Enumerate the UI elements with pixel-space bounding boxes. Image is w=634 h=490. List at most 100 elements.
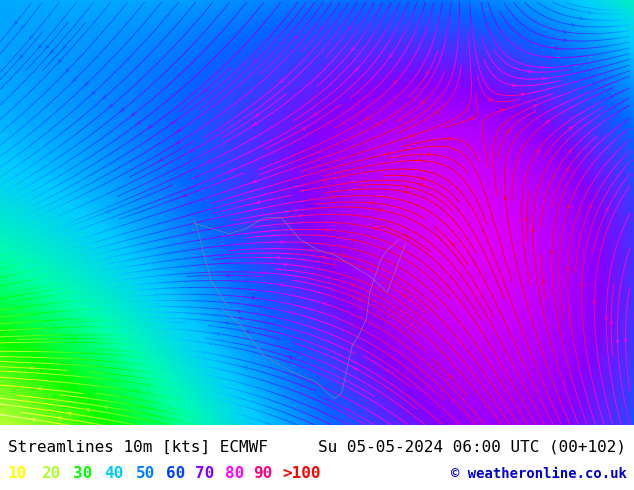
FancyArrowPatch shape [290,312,294,315]
FancyArrowPatch shape [470,117,474,119]
Text: 30: 30 [73,466,92,481]
FancyArrowPatch shape [370,201,373,204]
FancyArrowPatch shape [72,337,75,340]
Text: Streamlines 10m [kts] ECMWF: Streamlines 10m [kts] ECMWF [8,440,268,454]
FancyArrowPatch shape [222,415,225,417]
FancyArrowPatch shape [39,388,41,390]
FancyArrowPatch shape [105,210,109,213]
FancyArrowPatch shape [85,82,88,86]
FancyArrowPatch shape [280,79,284,82]
FancyArrowPatch shape [323,178,326,181]
FancyArrowPatch shape [500,110,503,112]
FancyArrowPatch shape [176,141,180,144]
FancyArrowPatch shape [526,217,528,221]
FancyArrowPatch shape [20,55,23,58]
FancyArrowPatch shape [567,266,569,270]
FancyArrowPatch shape [58,59,61,63]
FancyArrowPatch shape [147,384,150,387]
FancyArrowPatch shape [226,274,229,277]
FancyArrowPatch shape [138,121,141,124]
Text: 90: 90 [254,466,273,481]
FancyArrowPatch shape [351,239,354,242]
FancyArrowPatch shape [404,186,408,188]
FancyArrowPatch shape [50,50,54,53]
FancyArrowPatch shape [346,409,349,412]
FancyArrowPatch shape [411,134,414,137]
FancyArrowPatch shape [551,249,553,253]
FancyArrowPatch shape [323,303,327,306]
FancyArrowPatch shape [251,296,254,299]
FancyArrowPatch shape [230,169,233,171]
FancyArrowPatch shape [126,396,129,399]
FancyArrowPatch shape [216,333,219,335]
FancyArrowPatch shape [331,196,333,198]
FancyArrowPatch shape [254,59,257,63]
FancyArrowPatch shape [420,184,423,186]
FancyArrowPatch shape [421,177,425,180]
FancyArrowPatch shape [417,159,420,162]
FancyArrowPatch shape [566,168,569,171]
FancyArrowPatch shape [204,89,207,92]
FancyArrowPatch shape [181,369,184,372]
FancyArrowPatch shape [605,207,608,211]
FancyArrowPatch shape [568,149,572,153]
FancyArrowPatch shape [257,201,260,203]
FancyArrowPatch shape [68,412,71,415]
FancyArrowPatch shape [359,299,362,301]
Text: 40: 40 [105,466,124,481]
FancyArrowPatch shape [342,254,345,257]
FancyArrowPatch shape [91,91,95,95]
FancyArrowPatch shape [177,129,181,132]
FancyArrowPatch shape [256,114,259,117]
FancyArrowPatch shape [567,204,569,208]
FancyArrowPatch shape [351,284,354,287]
FancyArrowPatch shape [289,357,292,359]
FancyArrowPatch shape [120,108,124,112]
Text: Su 05-05-2024 06:00 UTC (00+102): Su 05-05-2024 06:00 UTC (00+102) [318,440,626,454]
FancyArrowPatch shape [507,129,510,133]
FancyArrowPatch shape [593,299,596,303]
FancyArrowPatch shape [38,45,41,49]
FancyArrowPatch shape [529,70,531,73]
FancyArrowPatch shape [313,113,317,116]
FancyArrowPatch shape [280,284,283,287]
FancyArrowPatch shape [139,405,142,408]
FancyArrowPatch shape [191,148,194,151]
FancyArrowPatch shape [148,125,152,128]
Text: 50: 50 [136,466,155,481]
FancyArrowPatch shape [616,338,619,342]
FancyArrowPatch shape [543,77,545,80]
FancyArrowPatch shape [355,68,358,71]
FancyArrowPatch shape [325,228,328,231]
FancyArrowPatch shape [405,191,408,194]
FancyArrowPatch shape [169,374,172,377]
FancyArrowPatch shape [202,351,205,354]
FancyArrowPatch shape [347,26,351,30]
FancyArrowPatch shape [579,17,583,20]
FancyArrowPatch shape [207,389,210,392]
FancyArrowPatch shape [571,24,574,26]
FancyArrowPatch shape [394,81,397,84]
FancyArrowPatch shape [451,243,455,246]
FancyArrowPatch shape [321,26,324,30]
FancyArrowPatch shape [299,214,302,217]
FancyArrowPatch shape [245,367,248,369]
FancyArrowPatch shape [133,350,136,353]
FancyArrowPatch shape [536,149,539,153]
FancyArrowPatch shape [504,196,507,199]
FancyArrowPatch shape [15,21,18,24]
FancyArrowPatch shape [240,317,242,320]
FancyArrowPatch shape [377,122,380,125]
Text: 80: 80 [225,466,244,481]
FancyArrowPatch shape [426,71,429,75]
Text: 20: 20 [41,466,60,481]
FancyArrowPatch shape [427,153,430,156]
FancyArrowPatch shape [103,96,107,99]
FancyArrowPatch shape [21,25,24,29]
FancyArrowPatch shape [322,256,325,259]
FancyArrowPatch shape [32,418,36,421]
FancyArrowPatch shape [531,228,534,232]
Text: 70: 70 [195,466,214,481]
FancyArrowPatch shape [263,271,266,274]
FancyArrowPatch shape [104,406,107,409]
